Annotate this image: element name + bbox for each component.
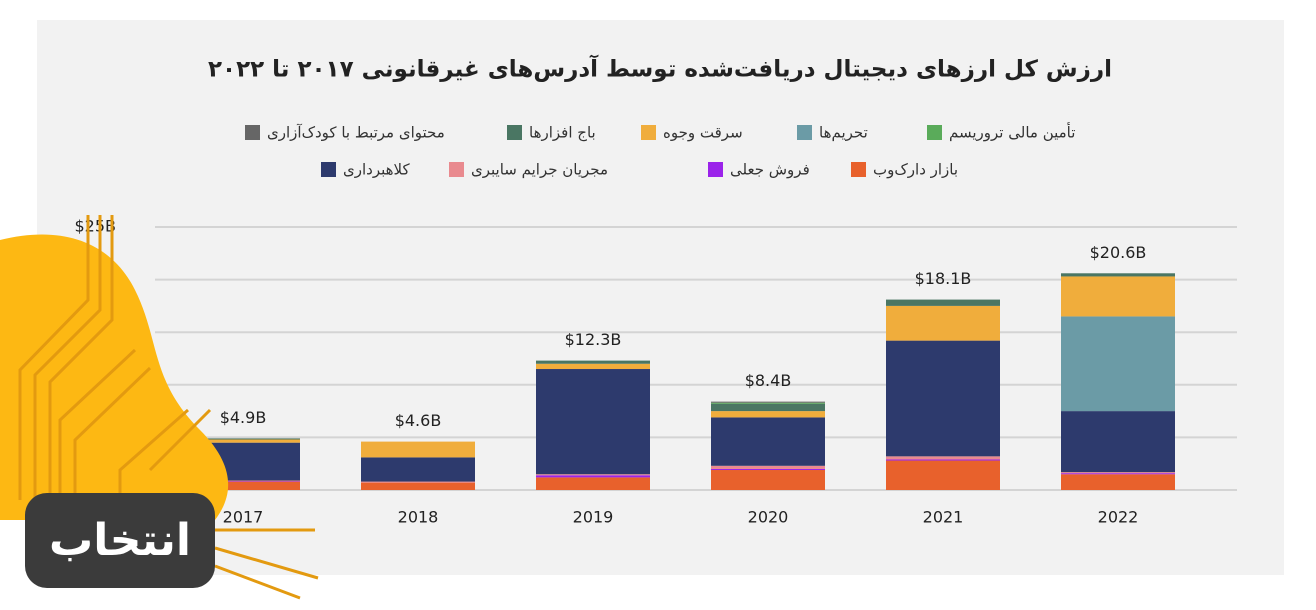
logo-text: انتخاب [49,515,191,566]
total-label: $8.4B [745,371,792,390]
legend-swatch [245,125,260,140]
bar-segment [1061,473,1175,475]
bar-segment [1061,276,1175,317]
total-label: $12.3B [565,330,622,349]
bar-segment [361,441,475,458]
legend-swatch [449,162,464,177]
legend-swatch [321,162,336,177]
circuit-lines [18,215,319,600]
bars [186,273,1175,490]
bar-segment [711,468,825,471]
bar-segment [536,474,650,476]
bar-segment [1061,411,1175,473]
logo-badge [25,493,215,588]
bar-segment [1061,474,1175,490]
bar-segment [1061,316,1175,412]
bar-segment [886,299,1000,306]
total-label: $4.9B [220,408,267,427]
legend: بازار دارک‌وب فروش جعلی مجریان جرایم سایبر… [245,122,1075,179]
total-label: $4.6B [395,411,442,430]
bar-segment [536,477,650,490]
y-tick-label: $25B [74,217,116,236]
chart-title: ارزش کل ارزهای دیجیتال دریافت‌شده توسط آ… [208,54,1112,83]
legend-label: محتوای مرتبط با کودک‌آزاری [267,124,445,142]
legend-swatch [797,125,812,140]
bar-segment [186,481,300,490]
x-tick-label: 2022 [1098,508,1139,527]
bar-segment [711,417,825,466]
legend-label: باج افزارها [529,124,596,143]
total-label: $20.6B [1090,243,1147,262]
bar-segment [361,481,475,483]
bar-segment [361,457,475,482]
bar-segment [711,402,825,404]
bar-segment [886,305,1000,341]
legend-label: بازار دارک‌وب [873,161,958,179]
legend-swatch [641,125,656,140]
legend-label: تحریم‌ها [819,124,868,142]
bar-segment [186,439,300,443]
bar-segment [711,401,825,403]
bar-segment [536,363,650,370]
bar-segment [886,460,1000,490]
bar-segment [711,465,825,469]
bar-segment [886,459,1000,461]
x-tick-label: 2020 [748,508,789,527]
x-tick-label: 2019 [573,508,614,527]
legend-label: کلاهبرداری [343,161,410,179]
bar-segment [711,411,825,418]
bar-segment [186,481,300,482]
bar-segment [361,482,475,490]
legend-label: تأمین مالی تروریسم [949,122,1075,142]
legend-label: فروش جعلی [730,161,810,179]
legend-label: سرقت وجوه [663,124,743,142]
bar-segment [711,403,825,412]
bar-segment [886,456,1000,460]
legend-swatch [927,125,942,140]
x-tick-label: 2017 [223,508,264,527]
bar-segment [536,475,650,478]
bar-segment [536,369,650,475]
total-label: $18.1B [915,269,972,288]
legend-label: مجریان جرایم سایبری [471,161,608,179]
bar-segment [536,360,650,364]
bar-segment [186,438,300,440]
legend-swatch [851,162,866,177]
legend-swatch [708,162,723,177]
bar-segment [1061,273,1175,277]
bar-segment [186,480,300,482]
x-tick-label: 2021 [923,508,964,527]
x-tick-label: 2018 [398,508,439,527]
grid [155,226,1237,491]
legend-swatch [507,125,522,140]
logo: انتخاب [0,215,319,600]
bar-segment [1061,472,1175,474]
bar-segment [711,470,825,490]
bar-segment [886,340,1000,457]
